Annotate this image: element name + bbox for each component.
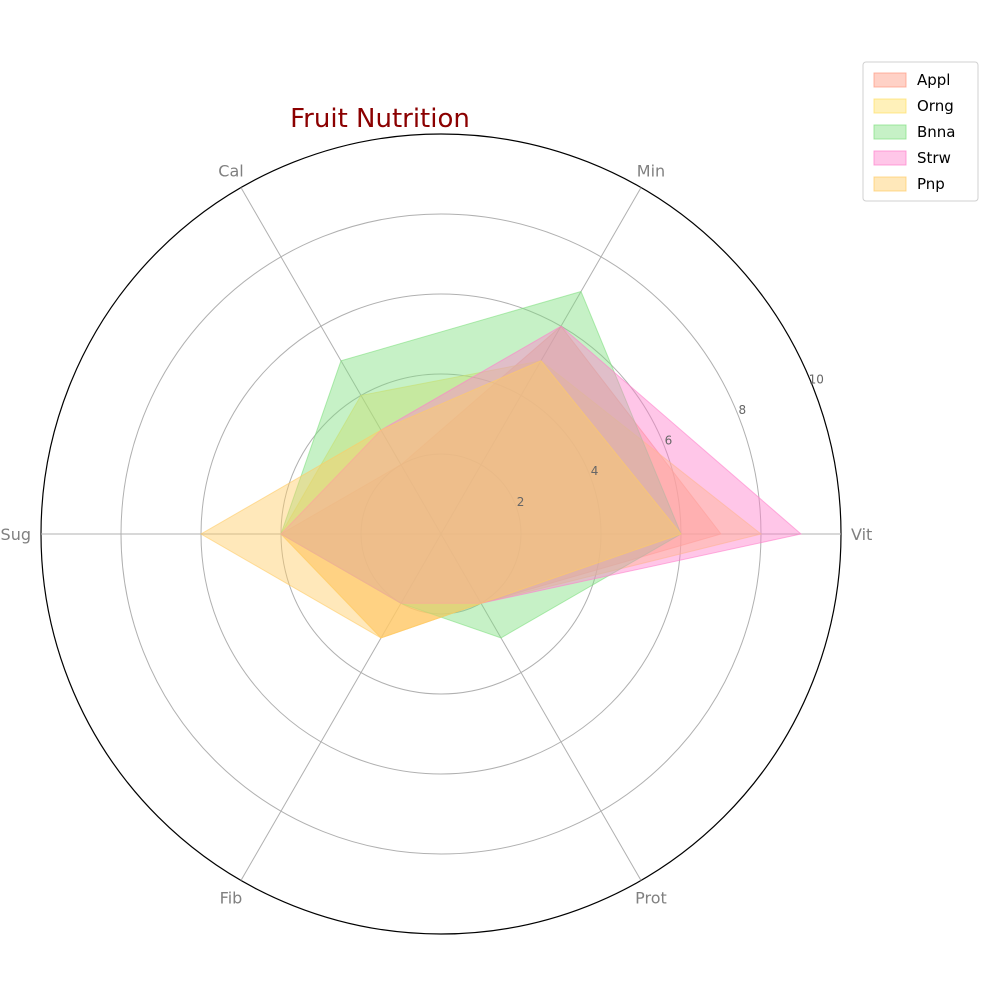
axis-label-vit: Vit xyxy=(851,525,872,544)
axis-labels: Vit Min Cal Sug Fib Prot xyxy=(1,161,873,907)
legend-label-orng: Orng xyxy=(917,97,954,115)
spoke-prot xyxy=(440,533,642,881)
legend-swatch-pnp xyxy=(873,176,907,192)
axis-label-fib: Fib xyxy=(220,889,243,908)
spoke-fib xyxy=(240,533,442,881)
chart-title: Fruit Nutrition xyxy=(290,104,470,134)
axis-label-sug: Sug xyxy=(1,525,31,544)
legend-swatch-strw xyxy=(873,150,907,166)
axis-label-cal: Cal xyxy=(218,161,243,180)
axis-label-prot: Prot xyxy=(635,889,667,908)
legend-label-appl: Appl xyxy=(917,71,950,89)
legend: Appl Orng Bnna Strw Pnp xyxy=(862,61,979,202)
legend-swatch-bnna xyxy=(873,124,907,140)
legend-label-pnp: Pnp xyxy=(917,175,945,193)
tick-label-2: 2 xyxy=(517,495,525,509)
series-pnp xyxy=(199,360,682,639)
legend-swatch-appl xyxy=(873,72,907,88)
tick-label-4: 4 xyxy=(591,464,599,478)
radial-ticks: 2 4 6 8 10 xyxy=(517,372,824,508)
legend-frame xyxy=(862,61,979,202)
legend-label-strw: Strw xyxy=(917,149,951,167)
tick-label-10: 10 xyxy=(809,372,824,386)
axis-label-min: Min xyxy=(637,161,665,180)
legend-swatch-orng xyxy=(873,98,907,114)
tick-label-6: 6 xyxy=(665,434,673,448)
tick-label-8: 8 xyxy=(739,403,747,417)
series-layer xyxy=(199,290,803,639)
legend-label-bnna: Bnna xyxy=(917,123,956,141)
